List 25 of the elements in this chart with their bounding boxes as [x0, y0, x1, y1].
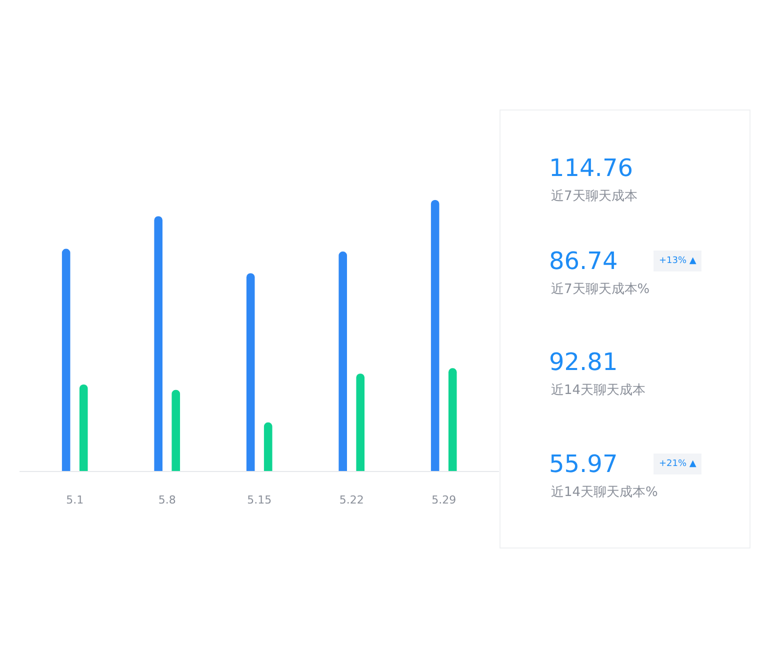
text: 近14天聊天成本% — [551, 485, 658, 500]
text: 114.76 — [549, 154, 633, 182]
text: +21% ▲ — [659, 459, 696, 469]
text: 86.74 — [549, 247, 618, 275]
x-tick-label: 5.8 — [158, 493, 176, 506]
x-tick-label: 5.22 — [339, 493, 364, 506]
x-tick-label: 5.1 — [66, 493, 84, 506]
bar — [246, 273, 255, 472]
text: 近7天聊天成本% — [551, 282, 650, 297]
x-tick-label: 5.15 — [247, 493, 272, 506]
bar — [448, 368, 457, 472]
text: 近14天聊天成本 — [551, 383, 646, 398]
text: 近7天聊天成本 — [551, 189, 638, 204]
text: 55.97 — [549, 450, 618, 478]
bar — [338, 252, 347, 472]
bar — [430, 200, 440, 472]
bar — [62, 248, 70, 472]
text: +13% ▲ — [659, 256, 696, 266]
bar — [356, 374, 365, 472]
bar — [79, 384, 88, 472]
text: 92.81 — [549, 348, 618, 376]
bar — [172, 390, 180, 472]
bar — [264, 422, 272, 472]
x-tick-label: 5.29 — [432, 493, 456, 506]
bar — [154, 216, 162, 472]
